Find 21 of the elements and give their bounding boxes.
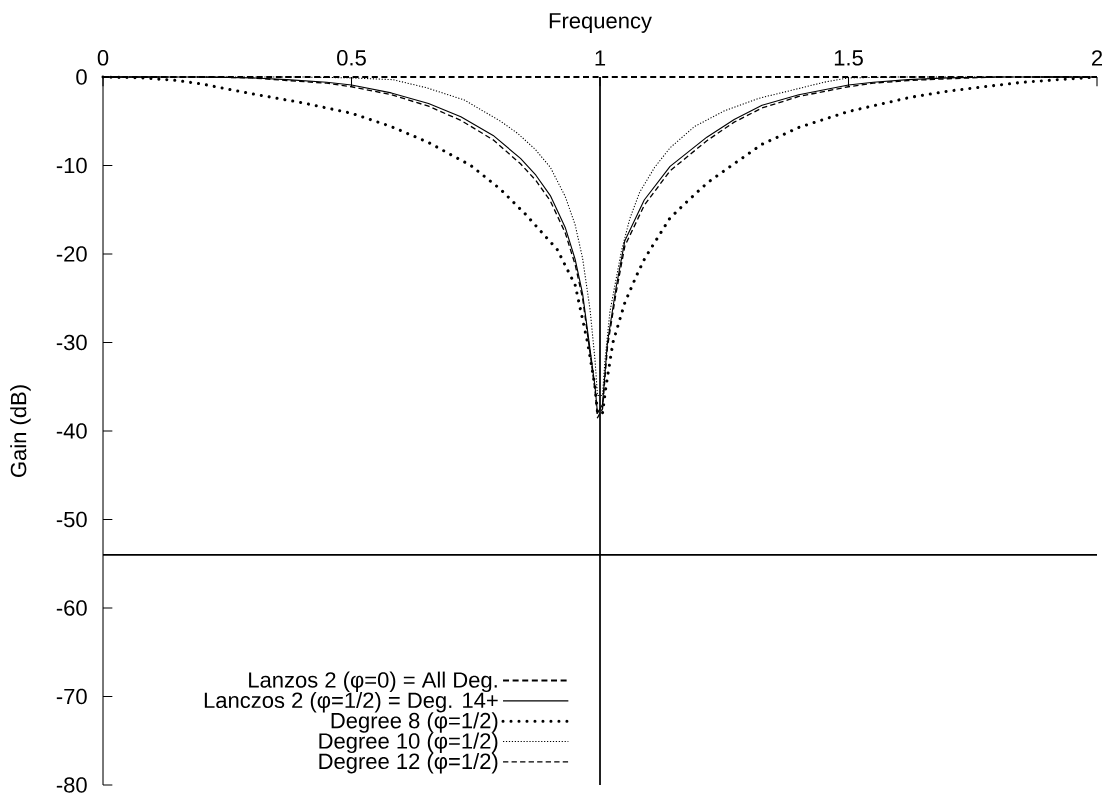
legend-label: Degree 12 (φ=1/2) — [319, 752, 498, 774]
y-tick-label: -20 — [56, 246, 87, 262]
y-tick-label: -60 — [56, 600, 87, 616]
x-tick-label: 2 — [1091, 50, 1103, 66]
legend-label: Degree 8 (φ=1/2) — [331, 712, 498, 733]
y-tick-label: 0 — [76, 69, 87, 85]
y-tick-label: -70 — [56, 688, 87, 705]
y-tick-label: -40 — [56, 423, 87, 439]
x-axis-title: Frequency — [549, 13, 652, 33]
y-tick-label: -50 — [56, 511, 87, 528]
x-tick-label: 0 — [97, 50, 109, 66]
y-axis-title: Gain (dB) — [10, 385, 31, 477]
x-tick-label: 0.5 — [337, 50, 366, 66]
legend-label: Lanzos 2 (φ=0) = All Deg. — [249, 671, 497, 693]
y-tick-label: -80 — [56, 777, 87, 793]
legend-label: Degree 10 (φ=1/2) — [319, 732, 498, 754]
x-tick-label: 1.5 — [834, 50, 863, 66]
y-tick-label: -30 — [56, 334, 87, 351]
legend-label: Lanczos 2 (φ=1/2) = Deg. 14+ — [204, 691, 498, 713]
y-tick-label: -10 — [56, 157, 87, 174]
x-tick-label: 1 — [595, 50, 606, 66]
